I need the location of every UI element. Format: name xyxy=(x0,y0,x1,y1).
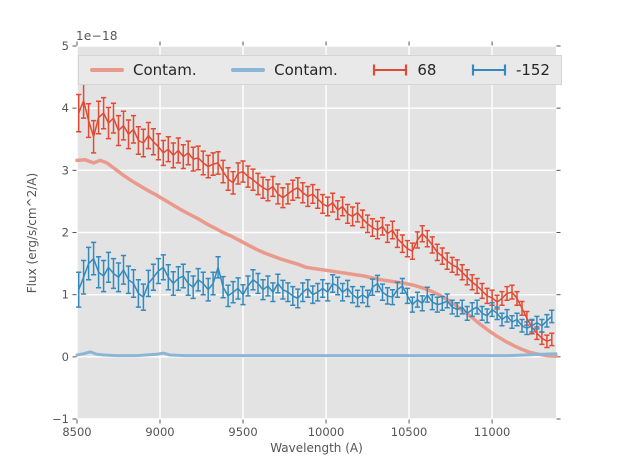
y-tick-label: 2 xyxy=(62,226,69,240)
x-tick-label: 10500 xyxy=(391,425,428,439)
legend-item-68: 68 xyxy=(372,62,436,78)
errorbar-series-68-errorbars xyxy=(76,82,555,349)
legend-item-neg152: -152 xyxy=(471,62,550,78)
y-axis-label: Flux (erg/s/cm^2/A) xyxy=(25,172,39,294)
contam-model-line-red xyxy=(75,158,558,358)
x-tick-label: 9000 xyxy=(145,425,174,439)
legend-label: Contam. xyxy=(133,60,197,79)
y-tick-label: 5 xyxy=(62,39,69,53)
x-axis-label: Wavelength (A) xyxy=(270,441,363,455)
blue-errorbar-swatch xyxy=(471,64,507,76)
errorbar-series-152-line xyxy=(78,257,553,329)
y-tick-label: −1 xyxy=(52,412,69,426)
legend-label: -152 xyxy=(515,60,550,79)
y-axis-offset-label: 1e−18 xyxy=(76,29,118,43)
x-tick-label: 9500 xyxy=(228,425,257,439)
red-line-swatch xyxy=(90,68,124,72)
x-tick-label: 11000 xyxy=(474,425,511,439)
y-tick-label: 3 xyxy=(62,163,69,177)
red-errorbar-swatch xyxy=(373,64,408,76)
errorbar-series-152-errorbars xyxy=(76,241,555,336)
x-tick-label: 10000 xyxy=(308,425,345,439)
blue-line-swatch xyxy=(231,68,266,72)
errorbar-series-68-line xyxy=(78,99,553,343)
legend-label: 68 xyxy=(417,60,437,79)
legend-label: Contam. xyxy=(274,60,338,79)
x-tick-label: 8500 xyxy=(62,425,91,439)
contam-model-line-blue xyxy=(75,350,558,358)
y-tick-label: 0 xyxy=(62,350,69,364)
y-tick-label: 1 xyxy=(62,288,69,302)
legend: Contam. Contam. 68 -152 xyxy=(78,55,562,85)
legend-item-contam-blue: Contam. xyxy=(231,60,338,79)
legend-item-contam-red: Contam. xyxy=(90,60,197,79)
y-tick-label: 4 xyxy=(62,101,69,115)
